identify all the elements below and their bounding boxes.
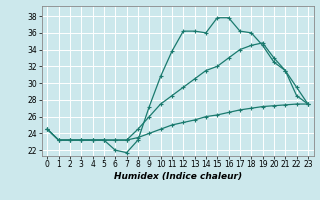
X-axis label: Humidex (Indice chaleur): Humidex (Indice chaleur) (114, 172, 242, 181)
